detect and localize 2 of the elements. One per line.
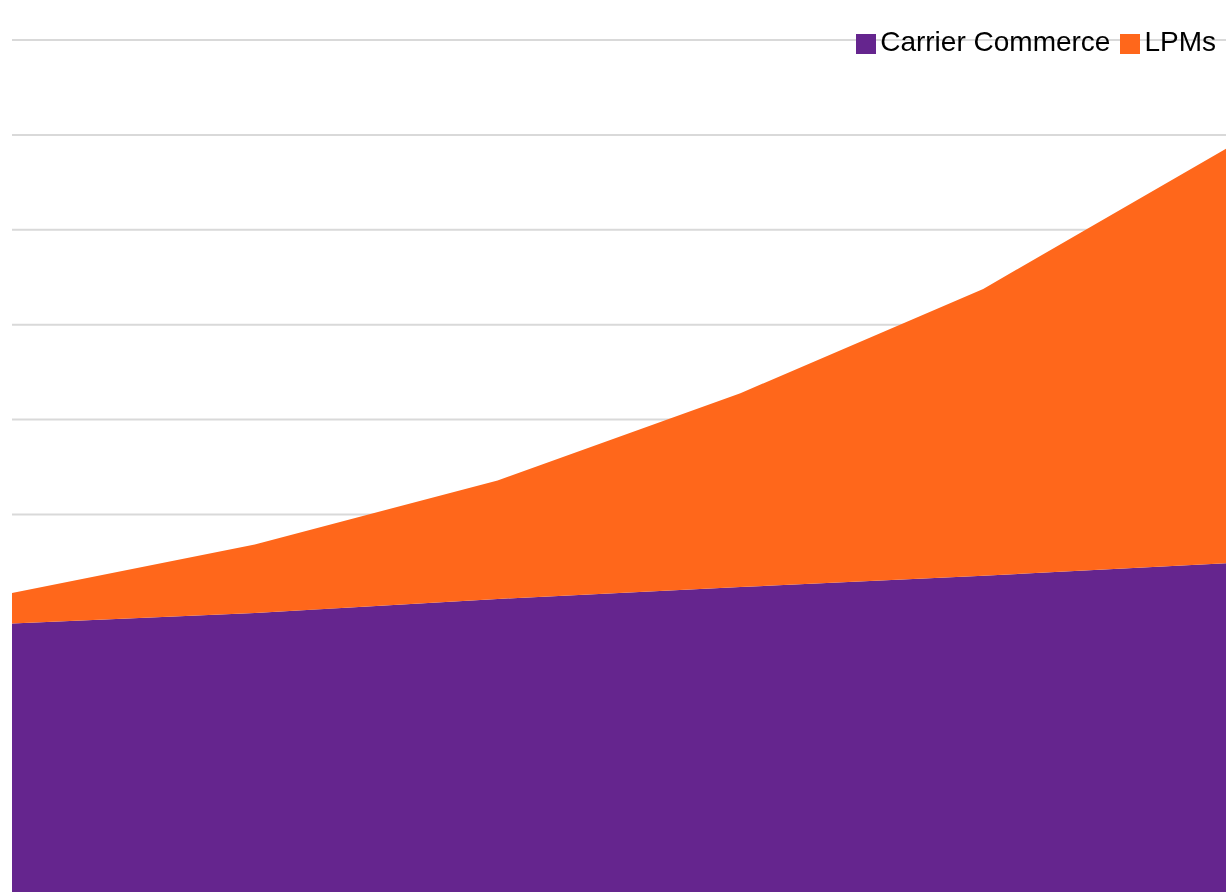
legend-label: LPMs	[1144, 26, 1216, 57]
legend-label: Carrier Commerce	[880, 26, 1111, 57]
